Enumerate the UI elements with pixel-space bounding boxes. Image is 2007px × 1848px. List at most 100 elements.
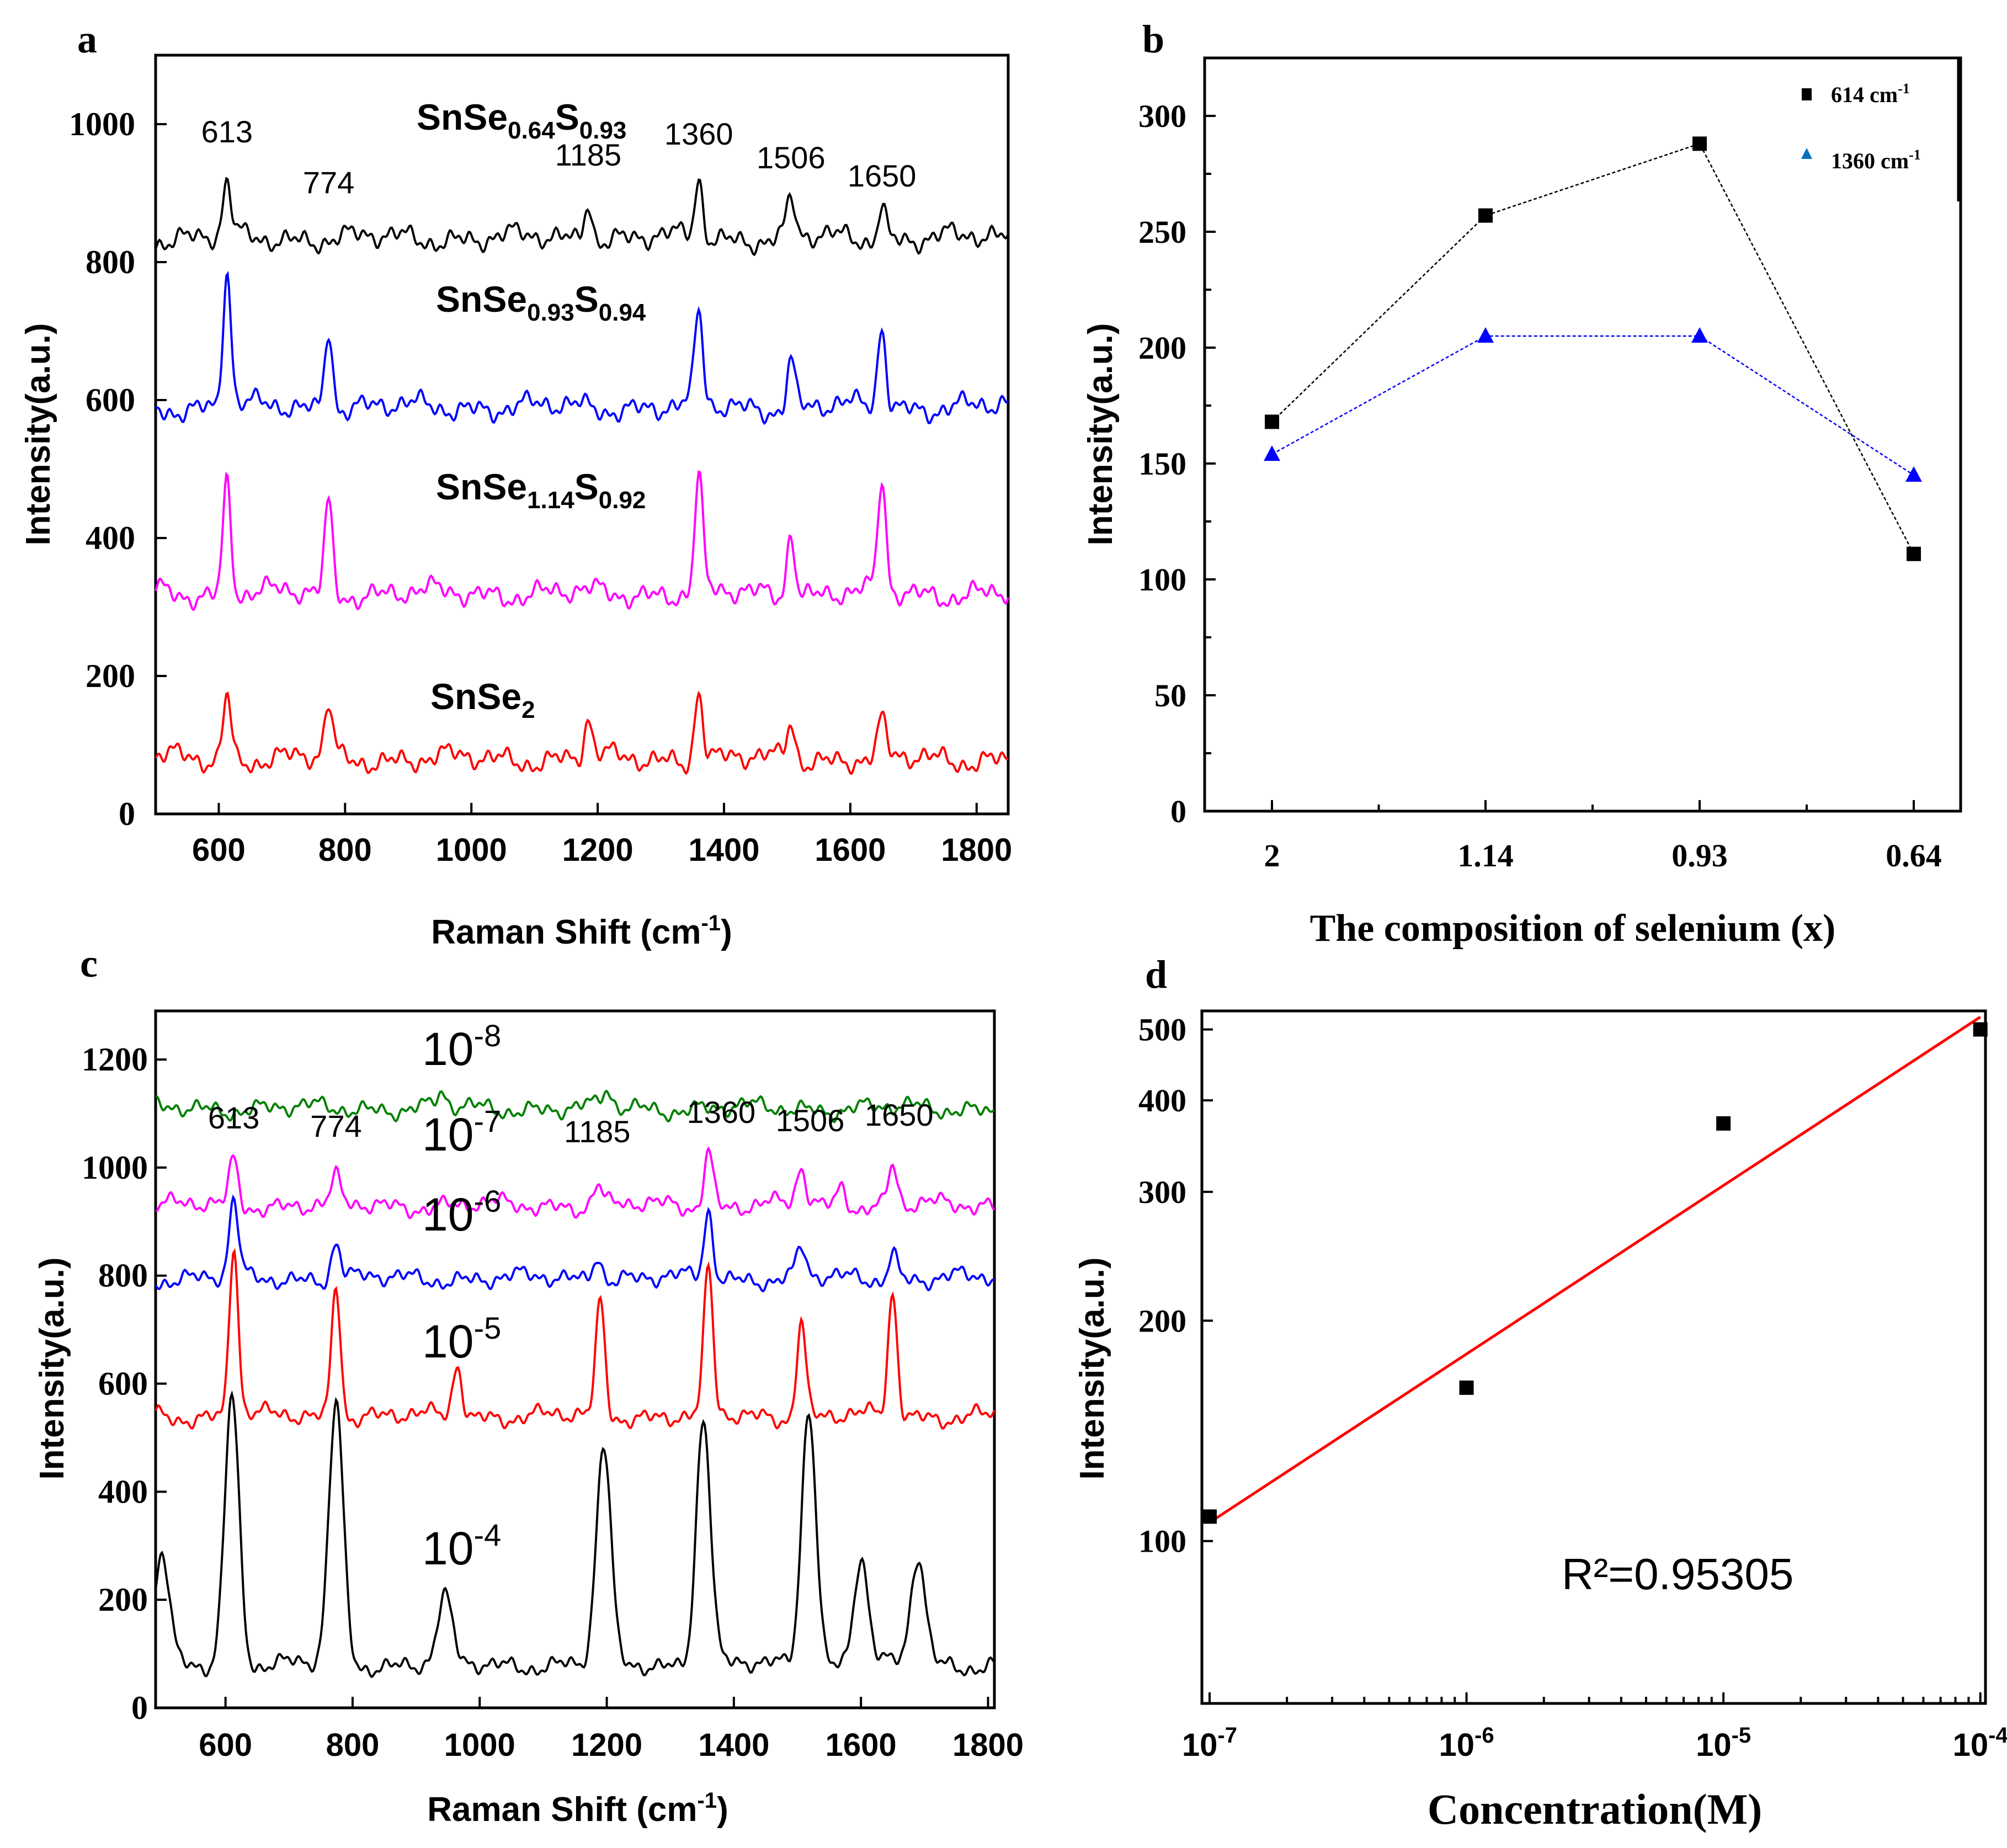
- panel-c-xtick-label: 1400: [698, 1727, 769, 1763]
- panel-a-peak-label: 1506: [757, 140, 826, 175]
- panel-c-concentration-label: 10-5: [422, 1311, 501, 1367]
- panel-a-xtick-label: 1400: [688, 832, 759, 868]
- panel-c-frame: [154, 1009, 996, 1709]
- panel-b-xtick-label: 0.64: [1886, 838, 1942, 874]
- panel-c-chart: 600 800 1000 1200 1400 1600 1800 0 200 400 600 800 1…: [33, 1009, 1024, 1829]
- panel-d-xtick-label: 10-7: [1182, 1723, 1237, 1763]
- panel-c-peak-label: 1360: [687, 1095, 756, 1130]
- panel-c-xtick-label: 1800: [952, 1727, 1024, 1763]
- panel-c-xtick-label: 1200: [571, 1727, 642, 1763]
- panel-b-ylabel: Intensity(a.u.): [1082, 323, 1120, 545]
- panel-b-marker-triangle: [1905, 466, 1922, 482]
- panel-b-marker-triangle: [1691, 327, 1708, 343]
- panel-d-ytick-label: 100: [1138, 1524, 1186, 1559]
- panel-b-ytick-label: 100: [1138, 562, 1186, 598]
- panel-b-ytick-label: 250: [1138, 214, 1186, 250]
- panel-b-legend: 614 cm-1 1360 cm-1: [1801, 81, 1921, 173]
- panel-d-ylabel: Intensity(a.u.): [1073, 1257, 1111, 1479]
- panel-b-ytick-label: 0: [1170, 793, 1186, 829]
- panel-a-frame: [154, 54, 1010, 816]
- panel-a-xtick-label: 800: [318, 832, 372, 868]
- panel-b-frame: [1203, 56, 1962, 813]
- panel-a-chart: 600 800 1000 1200 1400 1600 1800 0 200 400 600 800 1…: [19, 54, 1012, 951]
- panel-d-xtick-label: 10-4: [1953, 1723, 2007, 1763]
- panel-b-marker-triangle: [1264, 445, 1280, 461]
- panel-a-xtick-label: 1800: [941, 832, 1012, 868]
- panel-c-xtick-label: 1000: [444, 1727, 515, 1763]
- panel-a-xtick-label: 1600: [814, 832, 886, 868]
- panel-d-xtick-label: 10-5: [1696, 1723, 1751, 1763]
- panel-d-data-point: [1202, 1509, 1217, 1524]
- panel-c-ytick-label: 1000: [82, 1149, 148, 1186]
- panel-a-xtick-label: 1000: [436, 832, 507, 868]
- panel-a-ylabel: Intensity(a.u.): [19, 323, 57, 545]
- panel-c-xtick-label: 1600: [826, 1727, 897, 1763]
- panel-a-ytick-label: 800: [86, 244, 135, 280]
- panel-c-ylabel: Intensity(a.u.): [33, 1257, 71, 1479]
- legend-entry: 614 cm-1: [1831, 81, 1910, 107]
- panel-a-peak-label: 1185: [555, 137, 621, 172]
- panel-d-xlabel: Concentration(M): [1428, 1785, 1763, 1833]
- panel-d-r2-annotation: R²=0.95305: [1562, 1549, 1793, 1599]
- panel-d-frame: [1200, 1009, 1987, 1705]
- panel-c-concentration-label: 10-7: [422, 1104, 501, 1160]
- panel-c-xlabel: Raman Shift (cm-1): [427, 1788, 728, 1829]
- panel-a-spectrum-SnSe0.93S0.94: [155, 270, 1009, 425]
- panel-a-spectrum-SnSe2: [155, 690, 1009, 775]
- panel-label-a: a: [77, 17, 97, 61]
- panel-c-peak-label: 774: [310, 1109, 361, 1143]
- panel-d-data-point: [1459, 1380, 1474, 1395]
- panel-c-spectrum-10-8: [155, 1090, 995, 1123]
- panel-c-spectrum-10-4: [155, 1390, 995, 1679]
- panel-a-series-label: SnSe0.93S0.94: [436, 279, 646, 326]
- panel-a-ytick-label: 1000: [69, 106, 135, 142]
- legend-triangle-marker: [1801, 148, 1812, 159]
- legend-square-marker: [1802, 88, 1812, 100]
- panel-c-ytick-label: 800: [98, 1258, 148, 1294]
- panel-c-concentration-label: 10-6: [422, 1184, 501, 1240]
- panel-d-fit-line: [1209, 1015, 1982, 1524]
- panel-a-series-label: SnSe0.64S0.93: [417, 97, 626, 144]
- panel-a-peak-label: 774: [303, 165, 354, 200]
- panel-b-ytick-label: 200: [1138, 330, 1186, 366]
- panel-a-ytick-label: 0: [119, 796, 135, 832]
- panel-d-data-point: [1716, 1116, 1731, 1131]
- panel-b-marker-square: [1907, 546, 1921, 561]
- panel-b-ytick-label: 300: [1138, 98, 1186, 134]
- panel-c-ytick-label: 600: [98, 1366, 148, 1402]
- panel-d-ytick-label: 400: [1138, 1083, 1186, 1119]
- panel-a-peak-label: 1650: [848, 158, 917, 193]
- panel-a-spectrum-SnSe1.14S0.92: [155, 470, 1009, 612]
- panel-b-xtick-label: 1.14: [1457, 838, 1514, 874]
- panel-b-line-black: [1271, 142, 1915, 555]
- panel-c-peak-label: 613: [208, 1100, 259, 1135]
- panel-b-marker-triangle: [1477, 327, 1494, 343]
- panel-label-b: b: [1142, 17, 1164, 61]
- panel-a-spectrum-SnSe0.64S0.93: [155, 177, 1009, 257]
- panel-a-ytick-label: 200: [86, 658, 135, 694]
- panel-d-chart: 10-7 10-6 10-5 10-4 100 200 300 400 500 R²=0.953…: [1073, 1009, 2007, 1833]
- panel-a-xtick-label: 1200: [562, 832, 633, 868]
- panel-c-peak-label: 1650: [865, 1098, 934, 1132]
- panel-a-peak-label: 613: [201, 114, 253, 149]
- panel-c-xtick-label: 800: [326, 1727, 380, 1763]
- panel-a-xlabel: Raman Shift (cm-1): [431, 911, 732, 951]
- panel-b-line-blue: [1271, 335, 1914, 476]
- panel-b-ytick-label: 50: [1154, 678, 1186, 713]
- panel-a-series-label: SnSe2: [430, 676, 535, 723]
- panel-d-ytick-label: 200: [1138, 1303, 1186, 1339]
- panel-c-ytick-label: 400: [98, 1473, 148, 1510]
- panel-c-spectrum-10-5: [155, 1248, 995, 1430]
- panel-label-d: d: [1145, 952, 1167, 997]
- panel-b-marker-square: [1692, 136, 1707, 151]
- panel-b-chart: 2 1.14 0.93 0.64 0 50 100 150 200 250 300 614 cm-1…: [1082, 56, 1962, 950]
- panel-a-ytick-label: 600: [86, 382, 135, 418]
- panel-c-ytick-label: 0: [131, 1690, 148, 1726]
- panel-d-xtick-label: 10-6: [1439, 1723, 1494, 1763]
- panel-b-marker-square: [1265, 414, 1279, 429]
- panel-d-data-point: [1973, 1022, 1988, 1037]
- legend-entry: 1360 cm-1: [1831, 147, 1921, 173]
- panel-c-xtick-label: 600: [199, 1727, 252, 1763]
- panel-d-ytick-label: 500: [1138, 1012, 1186, 1048]
